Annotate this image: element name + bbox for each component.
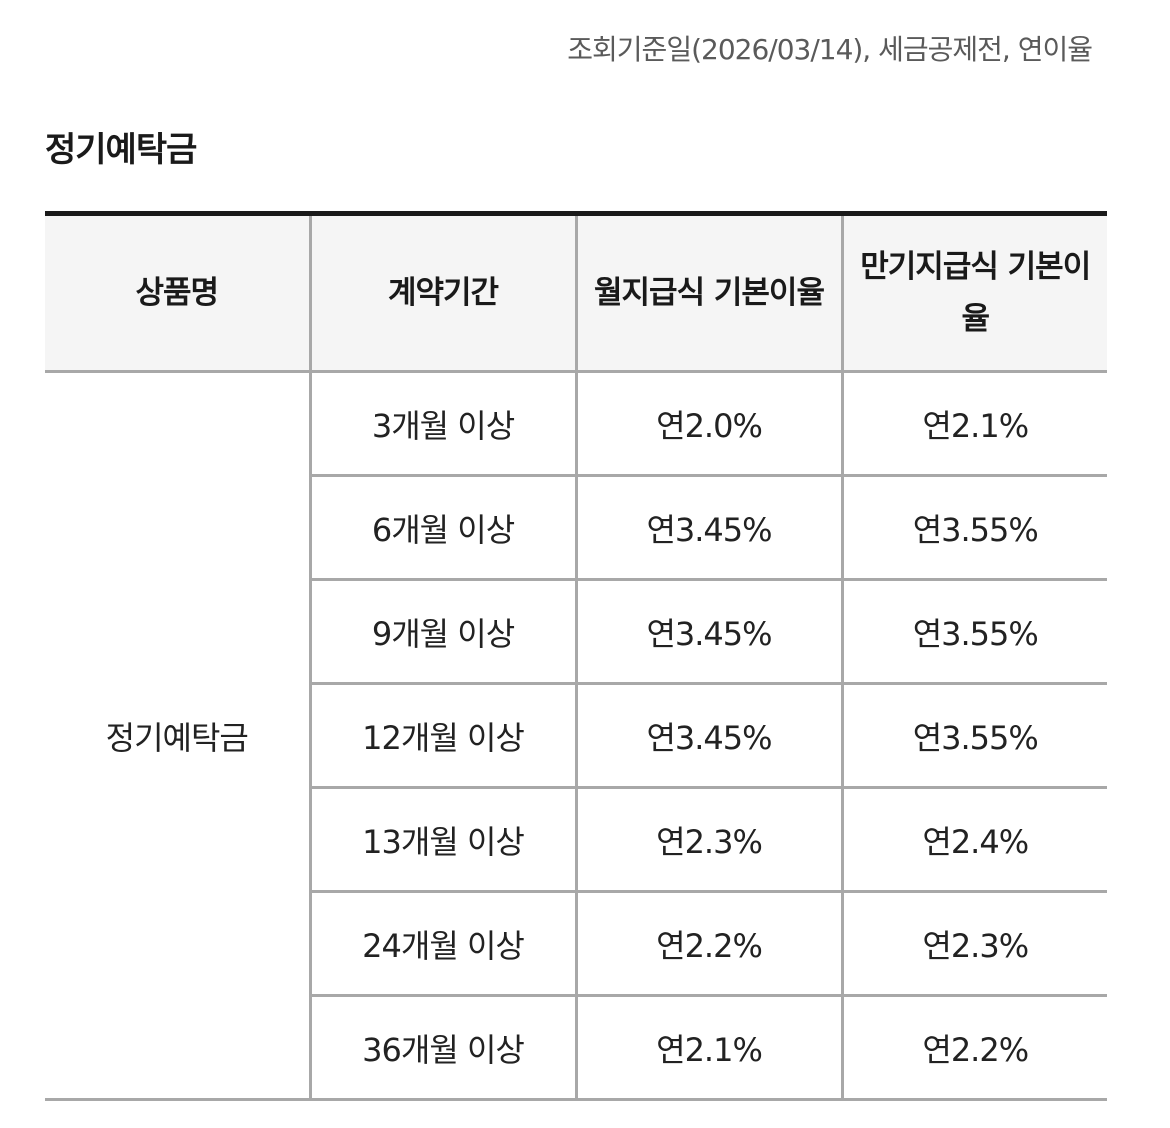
table-row: 정기예탁금 3개월 이상 연2.0% 연2.1% — [45, 371, 1107, 1101]
monthly-rate-cell: 연2.2% — [574, 891, 842, 997]
header-contract-period: 계약기간 — [308, 213, 576, 373]
maturity-rate-cell: 연2.4% — [840, 787, 1107, 893]
monthly-rate-cell: 연3.45% — [574, 683, 842, 789]
contract-period-cell: 24개월 이상 — [308, 891, 576, 997]
section-title: 정기예탁금 — [45, 130, 197, 170]
contract-period-cell: 9개월 이상 — [308, 579, 576, 685]
contract-period-cell: 13개월 이상 — [308, 787, 576, 893]
monthly-rate-cell: 연2.1% — [574, 995, 842, 1100]
table-row: 12개월 이상 연3.45% 연3.55% — [45, 683, 1107, 789]
header-monthly-payment-rate: 월지급식 기본이율 — [574, 213, 842, 373]
contract-period-cell: 3개월 이상 — [308, 371, 576, 477]
table-header-row: 상품명 계약기간 월지급식 기본이율 만기지급식 기본이율 — [45, 213, 1107, 373]
contract-period-cell: 36개월 이상 — [308, 995, 576, 1100]
contract-period-cell: 6개월 이상 — [308, 475, 576, 581]
table-header: 상품명 계약기간 월지급식 기본이율 만기지급식 기본이율 — [45, 213, 1107, 373]
interest-rate-table: 상품명 계약기간 월지급식 기본이율 만기지급식 기본이율 정기예탁금 3개월 … — [45, 211, 1107, 1101]
table-body: 정기예탁금 3개월 이상 연2.0% 연2.1% 6개월 이상 연3.45% 연… — [45, 371, 1107, 1101]
maturity-rate-cell: 연3.55% — [840, 579, 1107, 685]
monthly-rate-cell: 연2.0% — [574, 371, 842, 477]
monthly-rate-cell: 연3.45% — [574, 579, 842, 685]
maturity-rate-cell: 연2.1% — [840, 371, 1107, 477]
maturity-rate-cell: 연3.55% — [840, 475, 1107, 581]
header-maturity-payment-rate: 만기지급식 기본이율 — [840, 213, 1107, 373]
maturity-rate-cell: 연2.3% — [840, 891, 1107, 997]
monthly-rate-cell: 연2.3% — [574, 787, 842, 893]
table-row: 6개월 이상 연3.45% 연3.55% — [45, 475, 1107, 581]
table-row: 13개월 이상 연2.3% 연2.4% — [45, 787, 1107, 893]
monthly-rate-cell: 연3.45% — [574, 475, 842, 581]
rate-reference-notice: 조회기준일(2026/03/14), 세금공제전, 연이율 — [567, 33, 1093, 66]
table-row: 9개월 이상 연3.45% 연3.55% — [45, 579, 1107, 685]
product-name-cell: 정기예탁금 — [45, 371, 310, 1101]
header-product-name: 상품명 — [45, 213, 310, 373]
maturity-rate-cell: 연3.55% — [840, 683, 1107, 789]
table-row: 24개월 이상 연2.2% 연2.3% — [45, 891, 1107, 997]
contract-period-cell: 12개월 이상 — [308, 683, 576, 789]
maturity-rate-cell: 연2.2% — [840, 995, 1107, 1100]
table-row: 36개월 이상 연2.1% 연2.2% — [45, 995, 1107, 1100]
